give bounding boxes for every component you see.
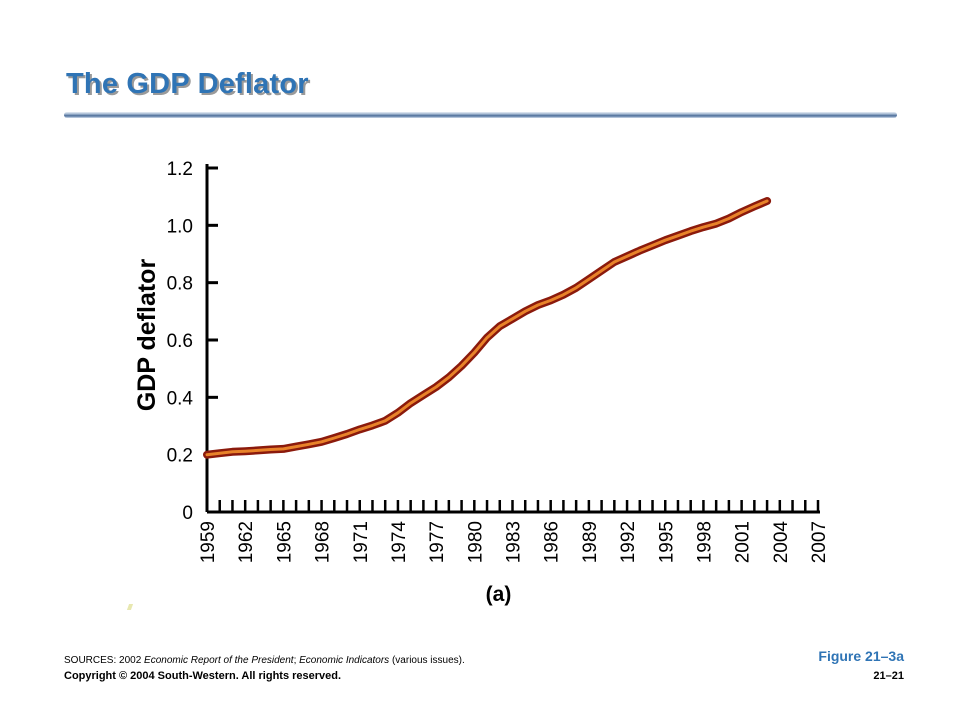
data-point	[536, 303, 540, 307]
data-point	[625, 255, 629, 258]
data-point	[562, 293, 565, 296]
data-point	[256, 449, 260, 452]
data-point	[600, 269, 603, 272]
data-point	[714, 222, 718, 225]
data-point	[727, 217, 731, 220]
data-point	[218, 452, 221, 455]
y-tick-label: 1.0	[167, 216, 193, 237]
sources-separator: ;	[293, 655, 300, 666]
x-tick-label: 2004	[771, 521, 792, 564]
data-point	[371, 424, 374, 427]
x-tick-label: 1995	[656, 521, 677, 563]
data-point	[320, 440, 323, 443]
y-tick-label: 0.8	[167, 274, 193, 295]
data-point	[243, 450, 247, 453]
y-tick-label: 0	[182, 503, 193, 524]
data-point	[689, 229, 692, 233]
x-tick-label: 2001	[733, 521, 754, 563]
data-point	[549, 299, 552, 302]
x-tick-label: 1965	[274, 521, 295, 563]
y-tick-label: 1.2	[167, 159, 193, 180]
data-point	[651, 244, 654, 247]
data-point	[664, 239, 667, 242]
data-point	[269, 448, 272, 451]
sources-prefix: SOURCES: 2002	[64, 655, 145, 666]
series-line-highlight	[205, 199, 769, 457]
x-axis-caption: (a)	[486, 583, 512, 606]
data-point	[753, 205, 756, 208]
data-point	[702, 225, 705, 229]
data-point	[282, 447, 285, 451]
data-point	[511, 317, 514, 320]
data-point	[740, 210, 743, 214]
x-tick-label: 1977	[427, 521, 448, 563]
data-point	[333, 436, 336, 440]
data-point	[485, 336, 489, 339]
y-tick-label: 0.6	[167, 331, 193, 352]
data-point	[205, 453, 209, 456]
data-point	[473, 351, 476, 354]
y-tick-label: 0.2	[167, 446, 193, 467]
x-tick-label: 1992	[618, 521, 639, 563]
slide-title: The GDP Deflator	[66, 68, 309, 100]
data-point	[460, 364, 463, 367]
sources-report: Economic Report of the President	[144, 655, 294, 666]
series-line-outline	[203, 197, 772, 459]
data-point	[294, 445, 298, 448]
x-tick-label: 1959	[198, 521, 219, 563]
sources-indicators: Economic Indicators	[299, 655, 390, 666]
figure-label: Figure 21–3a	[818, 648, 904, 664]
x-tick-label: 2007	[809, 521, 830, 563]
data-point	[434, 385, 438, 389]
y-axis-title: GDP deflator	[133, 259, 161, 412]
page-number: 21–21	[873, 670, 904, 682]
data-point	[638, 249, 641, 252]
copyright-notice: Copyright © 2004 South-Western. All righ…	[64, 670, 342, 682]
data-point	[396, 411, 400, 415]
data-point	[498, 325, 501, 328]
data-point	[231, 450, 234, 453]
x-tick-label: 1968	[313, 521, 334, 563]
data-point	[613, 260, 616, 264]
data-point	[676, 234, 680, 237]
data-point	[345, 432, 349, 436]
data-point	[574, 286, 578, 290]
x-tick-label: 1971	[351, 521, 372, 563]
data-point	[422, 393, 425, 397]
x-tick-label: 1989	[580, 521, 601, 563]
x-tick-label: 1974	[389, 521, 410, 564]
x-tick-label: 1998	[694, 521, 715, 563]
sources-suffix: (various issues).	[389, 655, 465, 666]
data-point	[524, 310, 527, 313]
data-point	[384, 419, 387, 423]
data-point	[358, 428, 361, 431]
x-tick-label: 1986	[542, 521, 563, 563]
data-point	[409, 401, 412, 405]
y-tick-label: 0.4	[167, 388, 194, 409]
data-point	[307, 443, 311, 446]
title-divider	[64, 112, 897, 118]
data-point	[765, 199, 769, 203]
x-tick-label: 1962	[236, 521, 257, 563]
data-point	[587, 278, 591, 281]
x-tick-label: 1983	[504, 521, 525, 563]
sources-note: SOURCES: 2002 Economic Report of the Pre…	[64, 655, 465, 666]
x-tick-label: 1980	[465, 521, 486, 563]
data-point	[447, 376, 451, 379]
